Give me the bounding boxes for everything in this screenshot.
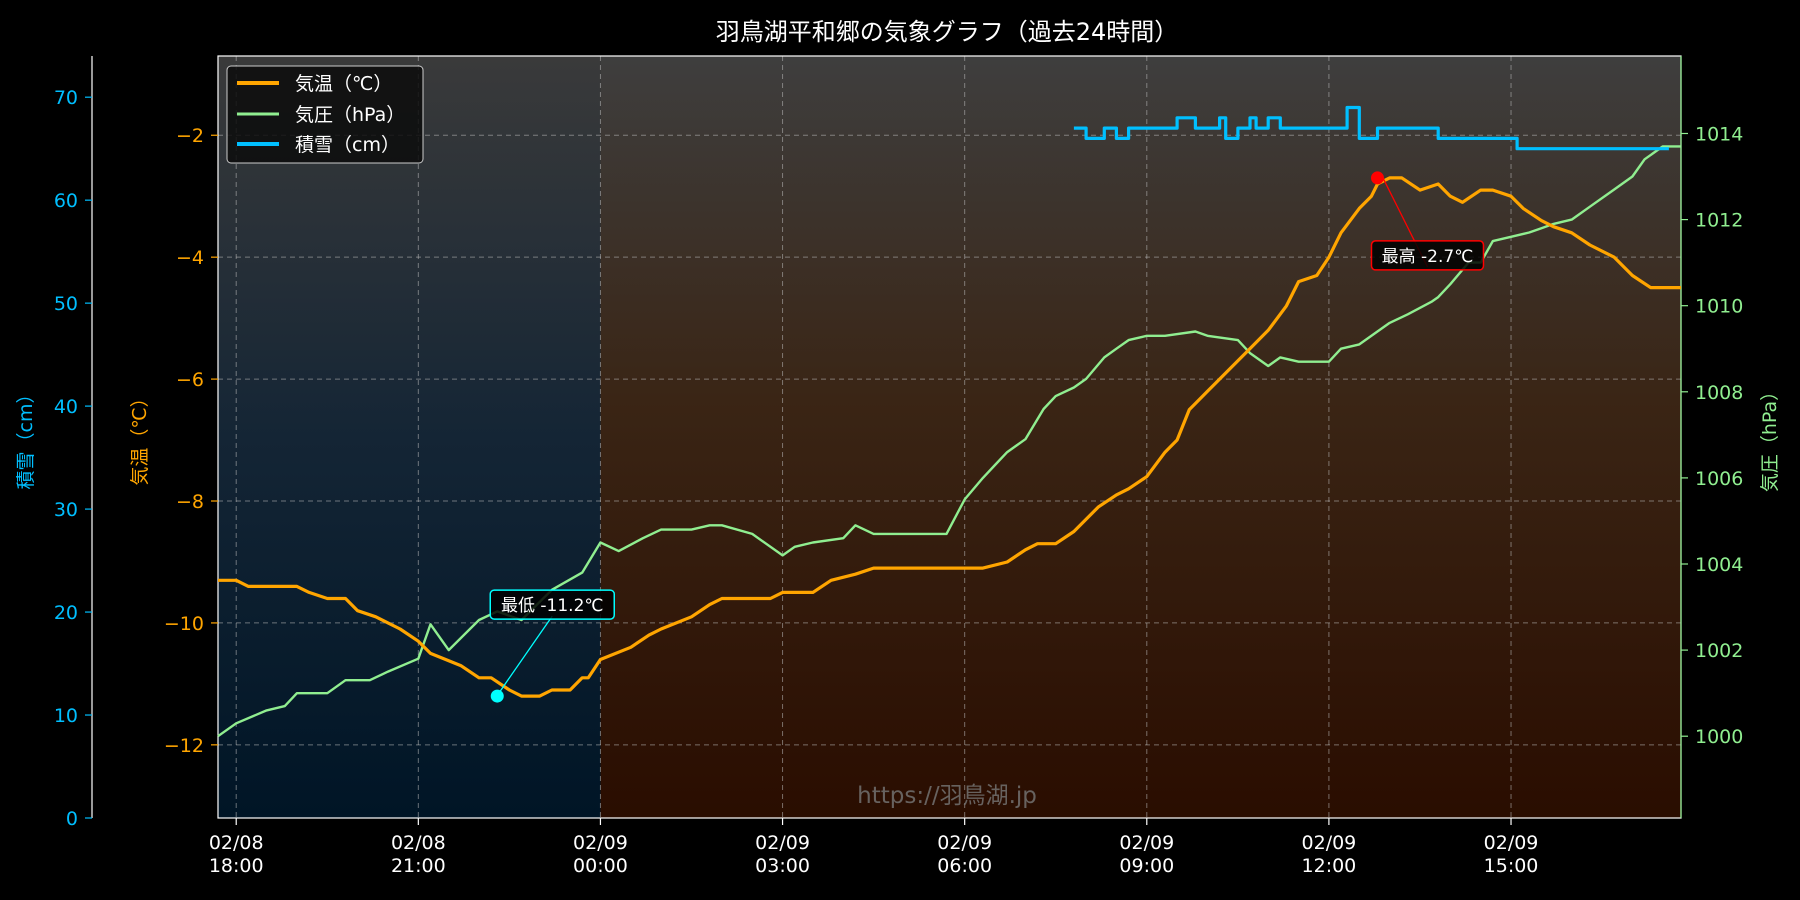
x-tick-time: 18:00 — [209, 855, 264, 877]
annotations: 最低 -11.2℃ 最高 -2.7℃ — [489, 171, 1485, 703]
max-annotation-box — [1370, 240, 1485, 271]
x-tick-date: 02/09 — [1484, 832, 1539, 854]
snow-tick-label: 70 — [54, 87, 78, 109]
x-tick-label: 02/09 09:00 — [1119, 832, 1174, 877]
watermark: https://羽鳥湖.jp — [857, 783, 1037, 809]
legend-label-pressure: 気圧（hPa） — [295, 104, 405, 126]
x-tick-date: 02/08 — [209, 832, 264, 854]
min-marker — [490, 689, 504, 703]
min-annotation-label: 最低 -11.2℃ — [501, 596, 603, 616]
pressure-axis-label: 気圧（hPa） — [1759, 382, 1781, 492]
pressure-tick-label: 1004 — [1695, 554, 1743, 576]
x-tick-label: 02/09 12:00 — [1302, 832, 1357, 877]
snow-tick-label: 10 — [54, 705, 78, 727]
snow-line — [1073, 105, 1669, 151]
x-tick-time: 09:00 — [1119, 855, 1174, 877]
pressure-tick-label: 1006 — [1695, 468, 1743, 490]
x-tick-date: 02/08 — [391, 832, 446, 854]
snow-tick-label: 0 — [66, 808, 78, 830]
x-tick-time: 12:00 — [1302, 855, 1357, 877]
x-tick-date: 02/09 — [573, 832, 628, 854]
snow-tick-label: 40 — [54, 396, 78, 418]
temperature-tick-label: −4 — [176, 247, 204, 269]
temperature-tick-label: −10 — [164, 613, 204, 635]
legend-box — [226, 65, 424, 164]
x-tick-label: 02/09 06:00 — [937, 832, 992, 877]
max-annotation-label: 最高 -2.7℃ — [1382, 247, 1474, 267]
x-tick-date: 02/09 — [1119, 832, 1174, 854]
x-tick-time: 03:00 — [755, 855, 810, 877]
max-marker — [1370, 171, 1384, 185]
temperature-line — [218, 176, 1681, 698]
snow-tick-label: 20 — [54, 602, 78, 624]
x-tick-date: 02/09 — [1302, 832, 1357, 854]
legend-label-temperature: 気温（℃） — [295, 73, 392, 95]
x-tick-label: 02/09 00:00 — [573, 832, 628, 877]
temperature-tick-label: −6 — [176, 369, 204, 391]
pressure-tick-label: 1000 — [1695, 726, 1743, 748]
x-tick-label: 02/08 21:00 — [391, 832, 446, 877]
x-tick-label: 02/08 18:00 — [209, 832, 264, 877]
x-tick-label: 02/09 03:00 — [755, 832, 810, 877]
pressure-tick-label: 1010 — [1695, 296, 1743, 318]
pressure-tick-label: 1008 — [1695, 382, 1743, 404]
pressure-tick-label: 1002 — [1695, 640, 1743, 662]
snow-tick-label: 30 — [54, 499, 78, 521]
legend-label-snow: 積雪（cm） — [295, 134, 400, 156]
min-annotation-box — [489, 589, 615, 620]
snow-tick-label: 50 — [54, 293, 78, 315]
snow-axis-label: 積雪（cm） — [15, 385, 37, 490]
legend: 気温（℃） 気圧（hPa） 積雪（cm） — [226, 65, 424, 164]
x-tick-date: 02/09 — [755, 832, 810, 854]
x-tick-time: 06:00 — [937, 855, 992, 877]
pressure-tick-label: 1014 — [1695, 123, 1743, 145]
temperature-tick-label: −12 — [164, 735, 204, 757]
plot-background-day — [600, 56, 1681, 818]
x-tick-time: 15:00 — [1484, 855, 1539, 877]
chart-title: 羽鳥湖平和郷の気象グラフ（過去24時間） — [716, 18, 1179, 46]
plot-background-night — [218, 56, 601, 818]
x-tick-time: 00:00 — [573, 855, 628, 877]
x-tick-time: 21:00 — [391, 855, 446, 877]
temperature-tick-label: −2 — [176, 125, 204, 147]
x-tick-label: 02/09 15:00 — [1484, 832, 1539, 877]
x-tick-date: 02/09 — [937, 832, 992, 854]
pressure-tick-label: 1012 — [1695, 210, 1743, 232]
min-annotation-arrow — [499, 615, 553, 692]
snow-tick-label: 60 — [54, 190, 78, 212]
temperature-tick-label: −8 — [176, 491, 204, 513]
temperature-axis-label: 気温（℃） — [129, 388, 151, 485]
